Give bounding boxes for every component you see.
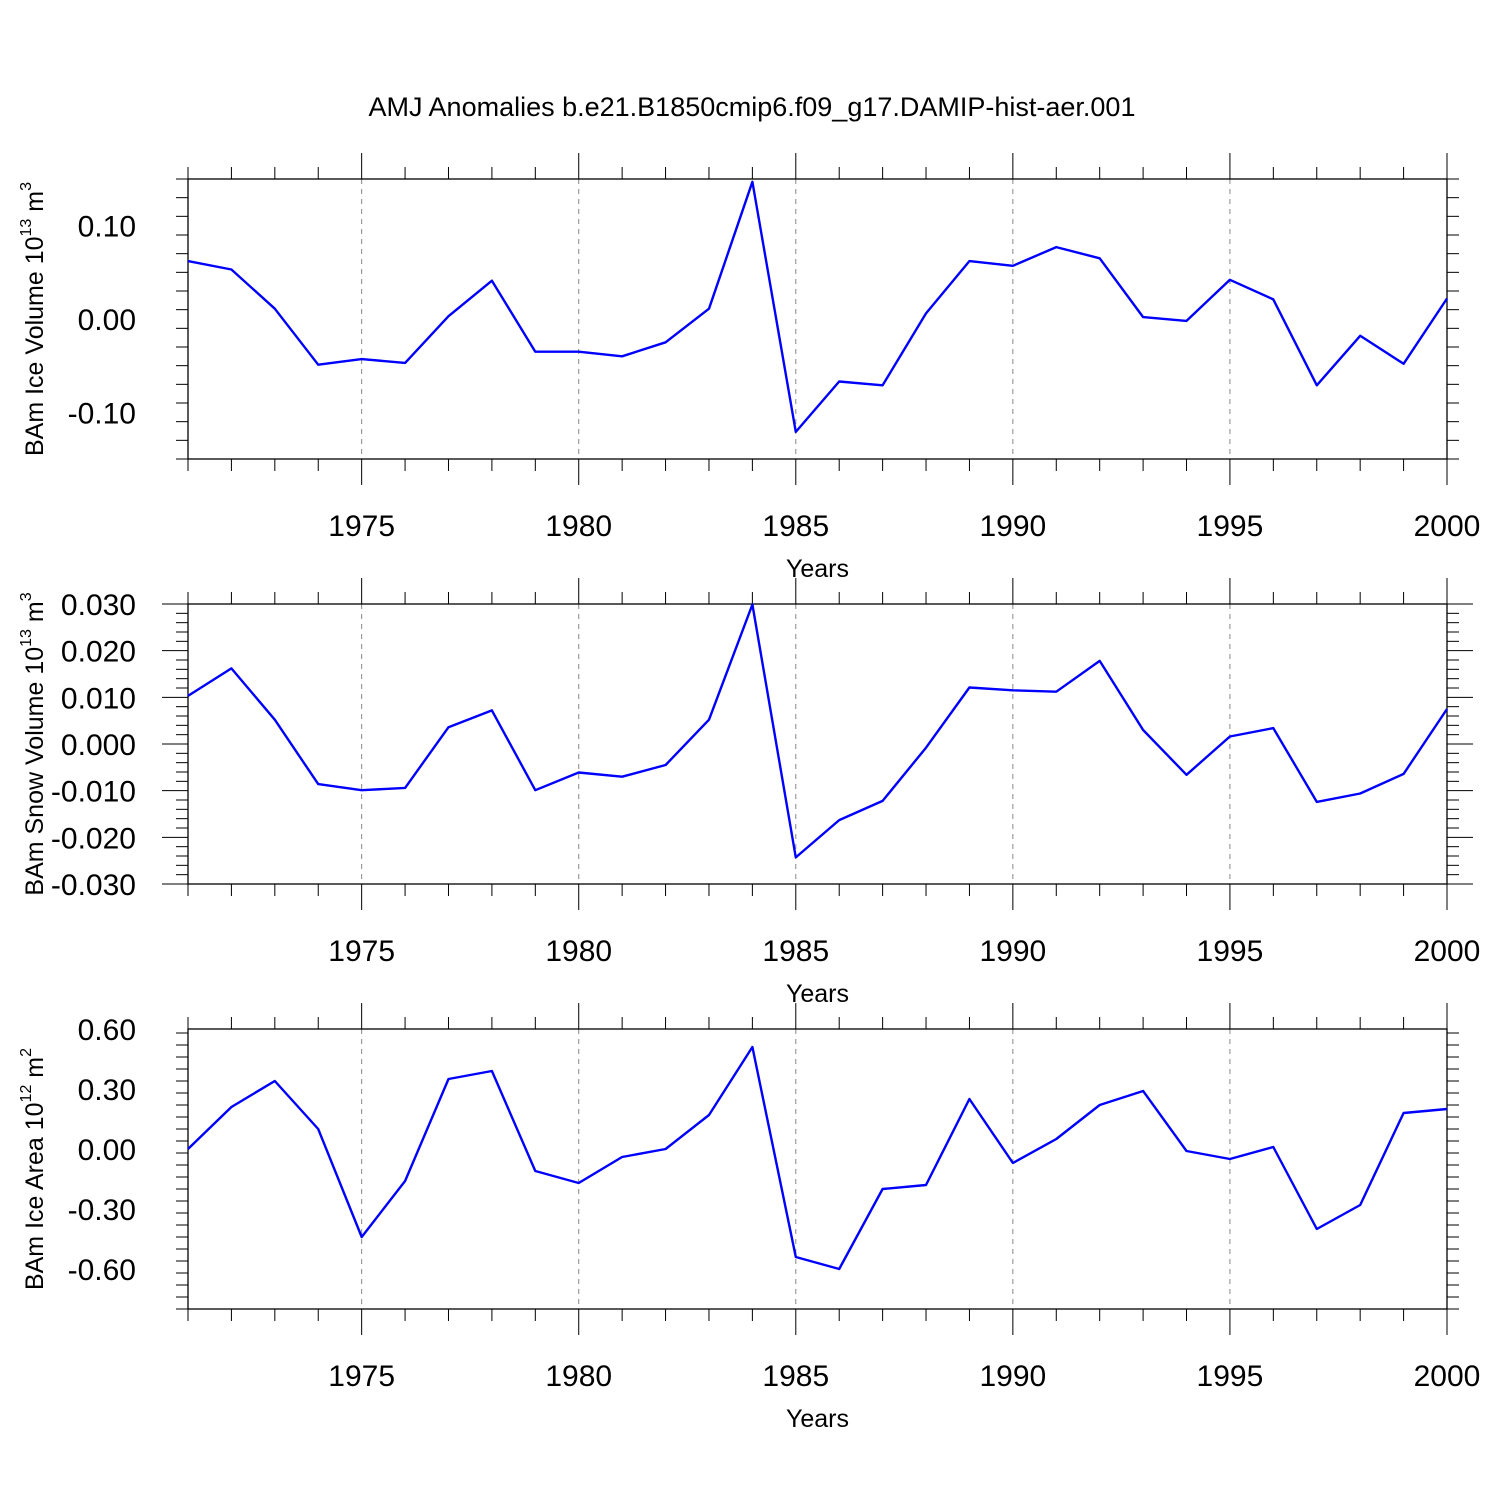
x-tick-label: 1975: [328, 935, 395, 968]
x-tick-label: 1990: [979, 510, 1046, 543]
y-tick-label: -0.030: [51, 869, 136, 902]
y-axis-label-unit: m: [21, 191, 49, 219]
x-tick-label: 1995: [1197, 935, 1264, 968]
y-tick-label: -0.60: [68, 1254, 136, 1287]
y-tick-label: 0.020: [61, 636, 136, 669]
panel-3: 0.60 0.30 0.00 -0.30 -0.60 1975 1980 1985 1990 19…: [18, 1003, 1480, 1433]
y-tick-label: -0.10: [68, 397, 136, 430]
y-axis-label-text: BAm Ice Area 10: [21, 1102, 49, 1290]
x-axis-label: Years: [786, 1405, 849, 1433]
y-axis-label-unit-exponent: 2: [18, 1048, 35, 1057]
y-axis-label-unit: m: [21, 1057, 49, 1085]
x-tick-label: 1980: [545, 935, 612, 968]
y-axis-label: BAm Snow Volume 1013 m3: [18, 592, 49, 895]
y-tick-label: -0.010: [51, 776, 136, 809]
y-axis-label: BAm Ice Volume 1013 m3: [18, 182, 49, 456]
x-tick-label: 2000: [1414, 1360, 1481, 1393]
y-tick-label: 0.60: [78, 1014, 136, 1047]
x-tick-label: 1980: [545, 510, 612, 543]
plot-frame: [187, 178, 1448, 460]
x-tick-label: 2000: [1414, 935, 1481, 968]
y-tick-label: -0.020: [51, 822, 136, 855]
y-axis-label-exponent: 13: [18, 629, 35, 647]
y-axis-label-unit-exponent: 3: [18, 182, 35, 191]
y-tick-label: 0.30: [78, 1074, 136, 1107]
x-axis-label: Years: [786, 555, 849, 583]
x-tick-label: 1990: [979, 1360, 1046, 1393]
y-axis-label-unit-exponent: 3: [18, 592, 35, 601]
y-tick-label: 0.000: [61, 729, 136, 762]
x-tick-label: 1975: [328, 510, 395, 543]
y-tick-label: 0.00: [78, 1134, 136, 1167]
series-line: [187, 1045, 1448, 1271]
panel-2: 0.030 0.020 0.010 0.000 -0.010 -0.020 -0.030 19…: [18, 578, 1480, 1008]
x-axis-label: Years: [786, 980, 849, 1008]
x-tick-label: 1985: [762, 510, 829, 543]
x-tick-label: 1995: [1197, 510, 1264, 543]
y-axis-label: BAm Ice Area 1012 m2: [18, 1048, 49, 1290]
x-tick-label: 1985: [762, 1360, 829, 1393]
y-axis-label-exponent: 12: [18, 1085, 35, 1103]
y-tick-label: 0.10: [78, 211, 136, 244]
x-tick-label: 1975: [328, 1360, 395, 1393]
y-tick-label: 0.030: [61, 589, 136, 622]
y-axis-label-text: BAm Ice Volume 10: [21, 236, 49, 456]
x-tick-label: 1995: [1197, 1360, 1264, 1393]
y-tick-label: -0.30: [68, 1194, 136, 1227]
y-tick-label: 0.00: [78, 304, 136, 337]
x-tick-label: 1985: [762, 935, 829, 968]
panel-1: 0.10 0.00 -0.10 1975 1980 1985 1990 1995 2000 Yea…: [18, 153, 1480, 583]
y-axis-label-exponent: 13: [18, 219, 35, 237]
y-axis-label-unit: m: [21, 601, 49, 629]
panels: 0.10 0.00 -0.10 1975 1980 1985 1990 1995 2000 Yea…: [18, 153, 1480, 1433]
plot-frame: [187, 603, 1448, 885]
series-line: [187, 603, 1448, 859]
y-tick-label: 0.010: [61, 682, 136, 715]
x-tick-label: 2000: [1414, 510, 1481, 543]
plot-frame: [187, 1028, 1448, 1310]
series-line: [187, 180, 1448, 434]
x-tick-label: 1990: [979, 935, 1046, 968]
y-axis-label-text: BAm Snow Volume 10: [21, 647, 49, 896]
figure-title: AMJ Anomalies b.e21.B1850cmip6.f09_g17.D…: [369, 92, 1136, 122]
x-tick-label: 1980: [545, 1360, 612, 1393]
